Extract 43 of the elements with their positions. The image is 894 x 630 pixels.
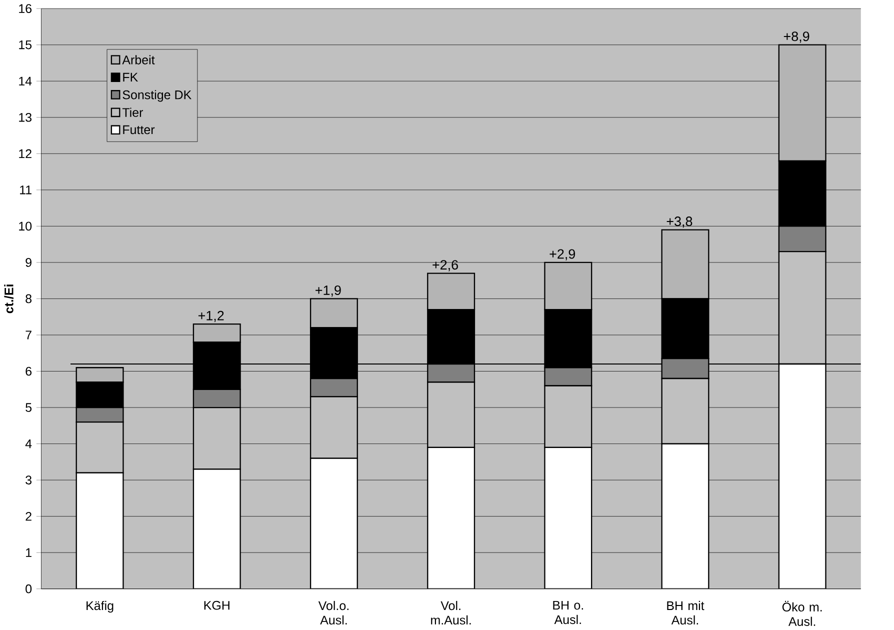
legend-label: Sonstige DK: [122, 90, 192, 102]
bar: [778, 363, 826, 589]
legend-label: FK: [123, 72, 138, 82]
y-tick-label: 12: [19, 149, 32, 158]
y-tick-label: 5: [26, 403, 32, 412]
bar: [76, 472, 124, 589]
bar: [192, 468, 241, 589]
x-tick-label: Vol. m.Ausl.: [431, 600, 471, 624]
y-tick-label: 11: [20, 186, 32, 194]
bar: [427, 446, 476, 589]
x-tick-label: Käfig: [86, 600, 114, 613]
x-tick-label: BH o. Ausl.: [553, 600, 583, 624]
legend-label: Arbeit: [122, 55, 155, 64]
x-tick-label: Öko m. Ausl.: [782, 600, 822, 626]
annotation: +1,9: [316, 285, 341, 297]
annotation: +1,2: [198, 310, 224, 322]
y-tick-label: 6: [26, 366, 32, 376]
y-tick-label: 0: [26, 584, 32, 594]
annotation: +2,6: [432, 260, 458, 272]
y-tick-label: 4: [25, 439, 32, 448]
annotation: +3,8: [666, 216, 692, 228]
x-tick-label: Vol.o. Ausl.: [318, 600, 348, 624]
legend-label: Futter: [123, 125, 155, 134]
y-tick-label: 7: [26, 330, 32, 340]
y-tick-label: 2: [26, 512, 32, 521]
bar: [544, 446, 592, 589]
annotation: +8,9: [784, 32, 810, 43]
x-tick-label: BH mit Ausl.: [667, 600, 704, 624]
y-tick-label: 1: [26, 548, 32, 557]
y-tick-label: 8: [26, 294, 32, 304]
bar: [310, 458, 358, 589]
bar: [661, 443, 710, 589]
y-tick-label: 9: [26, 258, 32, 267]
y-tick-label: 15: [19, 40, 32, 50]
legend-label: Tier: [122, 108, 144, 117]
y-axis-title: ct./Ei: [4, 284, 14, 314]
y-tick-label: 16: [19, 4, 32, 13]
y-tick-label: 3: [26, 476, 32, 484]
annotation: +2,9: [550, 249, 576, 260]
y-tick-label: 13: [19, 112, 32, 122]
y-tick-label: 10: [19, 222, 32, 231]
x-tick-label: KGH: [204, 600, 230, 610]
y-tick-label: 14: [19, 76, 32, 86]
